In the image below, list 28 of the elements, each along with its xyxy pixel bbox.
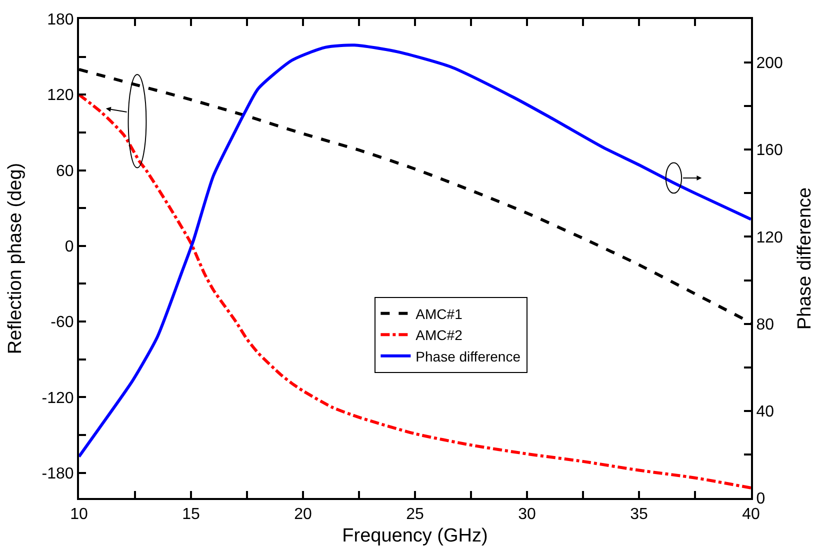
y2-tick-label: 200	[756, 55, 783, 72]
legend-label: Phase difference	[416, 348, 521, 364]
y-tick-label: -120	[42, 390, 74, 407]
legend-label: AMC#1	[416, 306, 463, 322]
y-tick-label: 60	[56, 162, 74, 180]
y2-tick-label: 40	[756, 404, 774, 421]
y-tick-label: 0	[64, 238, 74, 256]
y-tick-label: -180	[42, 465, 74, 482]
line-series	[79, 93, 751, 490]
y2-axis-title: Phase difference	[794, 187, 816, 330]
line-series	[79, 44, 751, 458]
y-axis-title: Reflection phase (deg)	[5, 162, 26, 354]
x-tick-label: 40	[742, 506, 760, 524]
y-tick-label: 180	[47, 12, 74, 29]
x-tick-label: 25	[406, 506, 424, 524]
x-tick-label: 10	[70, 506, 88, 524]
y2-tick-label: 160	[756, 142, 783, 160]
legend-label: AMC#2	[416, 327, 463, 344]
x-tick-label: 35	[630, 506, 648, 524]
y-tick-label: -60	[50, 314, 74, 332]
x-tick-label: 30	[518, 506, 536, 524]
y2-tick-label: 120	[756, 229, 783, 246]
y-tick-label: 120	[47, 87, 74, 104]
x-tick-label: 20	[294, 506, 312, 524]
x-axis-title: Frequency (GHz)	[342, 526, 488, 546]
y2-tick-label: 80	[756, 316, 774, 334]
x-tick-label: 15	[182, 506, 200, 524]
y2-tick-label: 0	[756, 490, 766, 508]
